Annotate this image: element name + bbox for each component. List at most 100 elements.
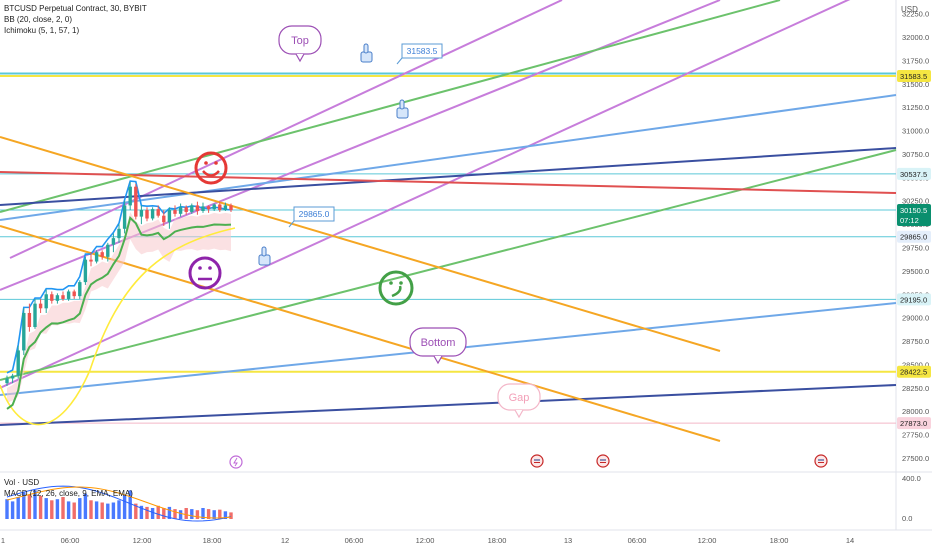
price-tag-text: 29865.0 — [900, 233, 927, 242]
price-axis-tick: 28000.0 — [902, 407, 929, 416]
neutral-face-icon — [188, 256, 222, 290]
candle-body — [83, 259, 88, 283]
time-axis-tick: 12 — [281, 536, 289, 545]
volume-bar — [128, 490, 132, 519]
volume-bar — [83, 493, 88, 519]
price-callout: 29865.0 — [288, 206, 335, 228]
candle-body — [195, 205, 200, 212]
callout-text: 29865.0 — [299, 209, 330, 219]
price-axis-tick: 31250.0 — [902, 103, 929, 112]
volume-bar — [150, 508, 155, 519]
trend-line — [0, 171, 897, 194]
price-axis-tick: 30250.0 — [902, 197, 929, 206]
trend-line — [0, 147, 897, 206]
volume-bar — [106, 503, 110, 519]
trend-line — [0, 384, 897, 426]
happy-face-icon — [194, 151, 228, 185]
time-axis-tick: 12:00 — [416, 536, 435, 545]
candle-body — [106, 244, 110, 257]
candle-body — [212, 204, 216, 210]
volume-bar — [206, 509, 211, 519]
candle-body — [206, 206, 211, 210]
price-axis-tick: 27500.0 — [902, 454, 929, 463]
symbol-title[interactable]: BTCUSD Perpetual Contract, 30, BYBIT — [4, 4, 147, 13]
trend-line — [0, 94, 897, 221]
candle-body — [44, 294, 48, 309]
time-axis-tick: 1 — [1, 536, 5, 545]
candle-body — [134, 186, 138, 217]
price-tag-text: 28422.5 — [900, 368, 927, 377]
price-tag-text: 30150.5 — [900, 206, 927, 215]
trend-line — [0, 136, 721, 352]
economic-event-icon — [596, 454, 610, 468]
volume-bar — [66, 501, 71, 519]
price-tag — [897, 230, 931, 243]
volume-bar — [22, 492, 26, 519]
price-tag-text: 30537.5 — [900, 170, 927, 179]
price-axis-tick: 31750.0 — [902, 56, 929, 65]
currency-label: USD — [901, 5, 918, 14]
price-axis-tick: 32250.0 — [902, 10, 929, 19]
ichimoku-cloud — [7, 211, 231, 403]
time-axis-tick: 18:00 — [488, 536, 507, 545]
candle-body — [167, 210, 172, 223]
price-axis-tick: 31000.0 — [902, 127, 929, 136]
macd-signal-line — [6, 486, 232, 519]
trend-line — [0, 149, 897, 381]
callout-text: 31583.5 — [407, 46, 438, 56]
time-axis-tick: 06:00 — [345, 536, 364, 545]
candle-body — [89, 259, 93, 262]
economic-event-icon — [814, 454, 828, 468]
price-callout: 31583.5 — [396, 43, 443, 65]
ichimoku-indicator-label[interactable]: Ichimoku (5, 1, 57, 1) — [4, 26, 80, 35]
price-tag-subtext: 07:12 — [900, 216, 919, 225]
bollinger-basis-line — [6, 180, 232, 374]
volume-bar — [16, 497, 20, 519]
volume-bar — [78, 498, 82, 519]
candle-body — [190, 205, 194, 212]
price-axis-tick: 28500.0 — [902, 360, 929, 369]
volume-axis-tick: 0.0 — [902, 514, 912, 523]
price-tag — [897, 417, 931, 430]
price-axis-tick: 31500.0 — [902, 80, 929, 89]
volume-bar — [50, 500, 54, 519]
candle-body — [229, 205, 233, 211]
macd-label[interactable]: MACD (12, 26, close, 9, EMA, EMA) — [4, 489, 133, 498]
bb-indicator-label[interactable]: BB (20, close, 2, 0) — [4, 15, 73, 24]
time-axis-tick: 18:00 — [770, 536, 789, 545]
callout-top: Top — [278, 25, 322, 63]
candle-body — [128, 186, 132, 206]
volume-bar — [156, 505, 160, 519]
price-tag-text: 29195.0 — [900, 295, 927, 304]
candle-body — [78, 282, 82, 297]
volume-bar — [10, 501, 15, 519]
volume-bar — [117, 500, 121, 519]
volume-bar — [55, 499, 60, 519]
price-axis-tick: 30750.0 — [902, 150, 929, 159]
volume-bar — [190, 509, 194, 519]
volume-label[interactable]: Vol · USD — [4, 478, 40, 487]
candle-body — [145, 210, 149, 219]
lightning-event-icon — [229, 455, 243, 469]
confused-face-icon — [378, 270, 414, 306]
volume-bar — [201, 508, 205, 519]
time-axis-tick: 18:00 — [203, 536, 222, 545]
volume-bar — [89, 500, 93, 519]
candle-body — [122, 205, 127, 229]
volume-bar — [111, 502, 116, 519]
hand-pointer-icon — [258, 246, 271, 266]
candle-body — [150, 209, 155, 219]
callout-text: Bottom — [421, 337, 456, 349]
volume-bar — [134, 503, 138, 519]
hand-pointer-icon — [396, 99, 409, 119]
volume-bar — [178, 510, 183, 519]
candle-body — [22, 312, 26, 351]
economic-event-icon — [530, 454, 544, 468]
time-axis-tick: 12:00 — [698, 536, 717, 545]
volume-bar — [61, 497, 65, 519]
volume-bar — [167, 506, 172, 519]
volume-bar — [5, 499, 9, 519]
price-tag — [897, 204, 931, 227]
